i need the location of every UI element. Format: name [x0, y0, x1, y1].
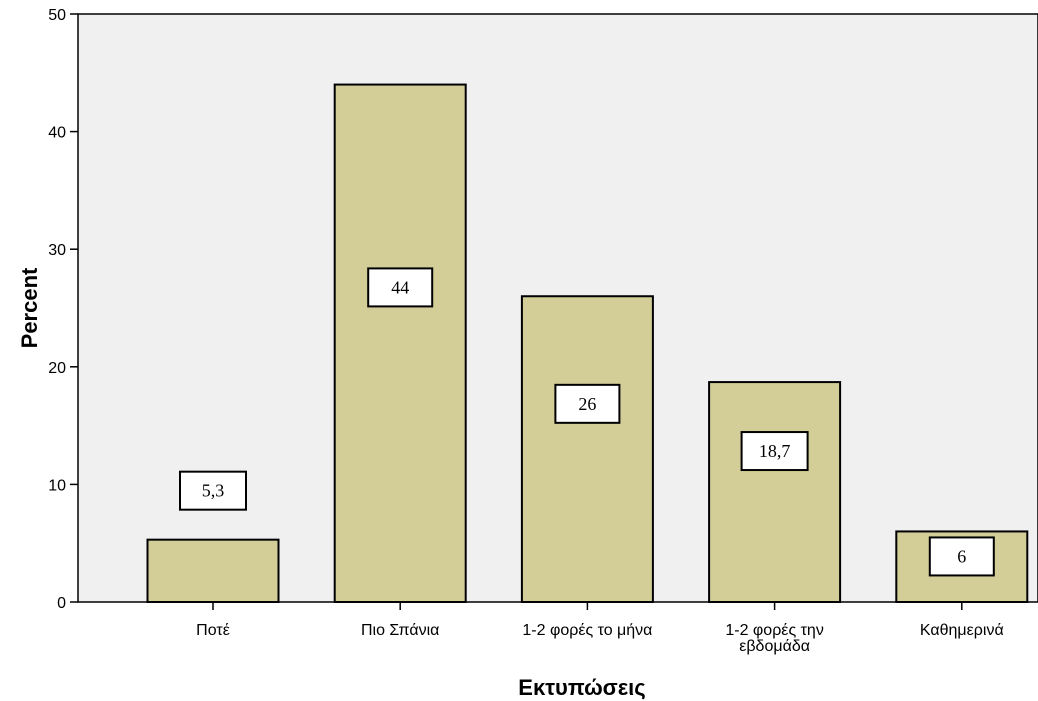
data-labels-group: 5,3 44 26 18,7 6 [179, 267, 995, 577]
data-label: 18,7 [759, 441, 791, 461]
y-tick-label: 10 [48, 477, 66, 494]
data-label-box [928, 536, 995, 577]
x-tick-label: Πιο Σπάνια [361, 622, 439, 639]
x-tick-label: 1-2 φορές την εβδομάδα [725, 622, 823, 655]
bar [333, 83, 467, 603]
x-tick-label: 1-2 φορές το μήνα [522, 622, 652, 639]
bar [520, 295, 654, 603]
y-tick-label: 30 [48, 242, 66, 259]
y-tick-label: 0 [57, 595, 66, 612]
data-label: 6 [957, 546, 966, 566]
x-axis-title: Εκτυπώσεις [518, 675, 645, 700]
y-axis-title: Percent [17, 267, 42, 348]
bar [708, 381, 842, 604]
data-label-box [554, 383, 621, 424]
data-label-box [740, 431, 809, 472]
y-tick-label: 20 [48, 360, 66, 377]
bar [146, 538, 280, 603]
data-label-box [179, 470, 247, 511]
data-label: 5,3 [202, 481, 225, 501]
axes-group: Ποτέ Πιο Σπάνια 1-2 φορές το μήνα 1-2 φορές… [48, 7, 1003, 655]
y-tick-label: 40 [48, 125, 66, 142]
data-label-box [367, 267, 434, 308]
data-label: 44 [391, 277, 409, 297]
x-tick-label: Ποτέ [196, 622, 230, 639]
y-tick-label: 50 [48, 7, 66, 24]
x-tick-label: Καθημερινά [920, 622, 1004, 639]
data-label: 26 [578, 394, 596, 414]
